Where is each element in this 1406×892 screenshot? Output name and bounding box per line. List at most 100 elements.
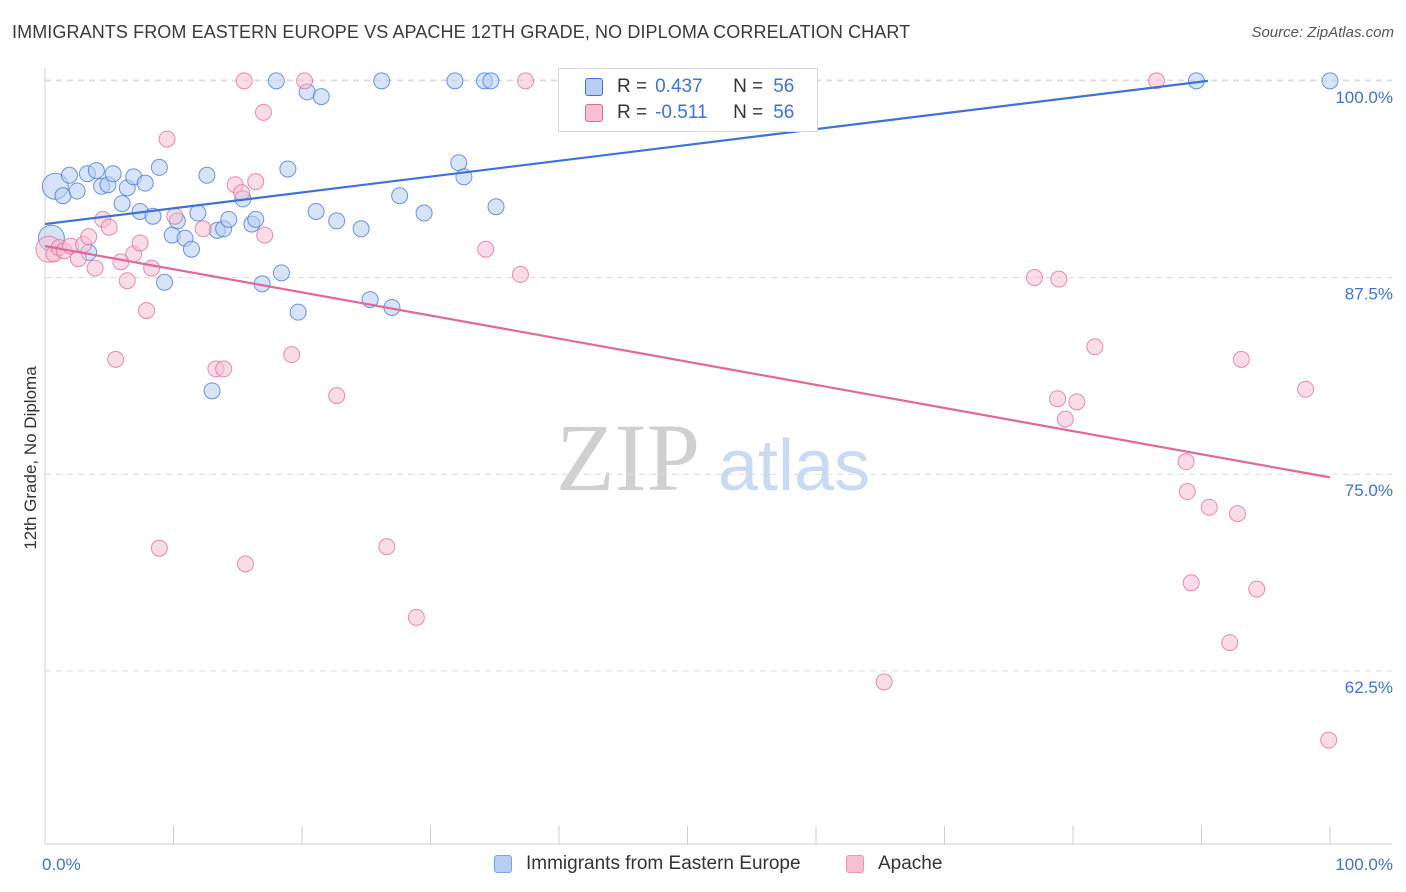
point-eastern-europe <box>482 72 500 90</box>
point-apache <box>1228 505 1246 523</box>
point-apache <box>296 72 314 90</box>
bottom-legend-swatch-pink <box>846 855 864 873</box>
point-eastern-europe <box>328 212 346 230</box>
point-eastern-europe <box>267 72 285 90</box>
point-eastern-europe <box>247 210 265 228</box>
point-apache <box>166 207 184 225</box>
point-eastern-europe <box>1321 72 1339 90</box>
y-tick-label: 87.5% <box>1345 285 1393 304</box>
point-eastern-europe <box>450 154 468 172</box>
legend-r-value-2: -0.511 <box>655 102 708 123</box>
point-eastern-europe <box>203 382 221 400</box>
point-apache <box>158 130 176 148</box>
point-eastern-europe <box>220 210 238 228</box>
legend-r-value-1: 0.437 <box>655 76 703 97</box>
point-eastern-europe <box>156 273 174 291</box>
point-eastern-europe <box>487 198 505 216</box>
legend-row-series2: R = -0.511 N = 56 <box>585 101 794 125</box>
point-eastern-europe <box>307 202 325 220</box>
point-apache <box>143 259 161 277</box>
point-apache <box>1248 580 1266 598</box>
point-eastern-europe <box>446 72 464 90</box>
point-apache <box>1320 731 1338 749</box>
y-tick-label: 62.5% <box>1345 678 1393 697</box>
point-apache <box>100 218 118 236</box>
point-apache <box>477 240 495 258</box>
point-apache <box>1025 269 1043 287</box>
point-eastern-europe <box>136 174 154 192</box>
trend-line-eastern-europe <box>44 79 1209 226</box>
point-eastern-europe <box>352 220 370 238</box>
axes: 62.5% 75.0% 87.5% 100.0% 0.0% 100.0% <box>42 68 1393 874</box>
point-eastern-europe <box>189 204 207 222</box>
bottom-legend-swatch-blue <box>494 855 512 873</box>
point-apache <box>80 228 98 246</box>
point-apache <box>247 173 265 191</box>
bottom-legend-series2: Apache <box>846 853 942 875</box>
point-eastern-europe <box>289 303 307 321</box>
point-eastern-europe <box>104 165 122 183</box>
x-tick-label: 0.0% <box>42 855 81 874</box>
point-apache <box>1068 393 1086 411</box>
point-apache <box>256 226 274 244</box>
point-eastern-europe <box>198 166 216 184</box>
bottom-legend-label-1: Immigrants from Eastern Europe <box>526 853 801 874</box>
point-eastern-europe <box>150 158 168 176</box>
legend-swatch-pink <box>585 104 603 122</box>
point-eastern-europe <box>391 187 409 205</box>
point-apache <box>107 350 125 368</box>
point-apache <box>254 103 272 121</box>
chart-title: IMMIGRANTS FROM EASTERN EUROPE VS APACHE… <box>12 22 911 42</box>
point-eastern-europe <box>54 187 72 205</box>
point-apache <box>235 72 253 90</box>
point-apache <box>118 272 136 290</box>
y-axis-label: 12th Grade, No Diploma <box>21 366 40 550</box>
point-apache <box>1178 483 1196 501</box>
source-label: Source: ZipAtlas.com <box>1251 24 1394 41</box>
legend-n-value-2: 56 <box>773 102 795 123</box>
legend-r-label-1: R = <box>617 76 648 97</box>
x-tick-label: 100.0% <box>1335 855 1393 874</box>
point-eastern-europe <box>415 204 433 222</box>
watermark-atlas: atlas <box>718 426 870 506</box>
point-eastern-europe <box>60 166 78 184</box>
point-apache <box>511 265 529 283</box>
point-apache <box>283 346 301 364</box>
point-apache <box>1050 270 1068 288</box>
point-eastern-europe <box>373 72 391 90</box>
point-apache <box>1148 72 1166 90</box>
point-apache <box>875 673 893 691</box>
point-apache <box>236 555 254 573</box>
legend-n-value-1: 56 <box>773 76 795 97</box>
point-apache <box>1200 498 1218 516</box>
trend-lines <box>44 79 1331 479</box>
point-apache <box>1182 574 1200 592</box>
point-apache <box>150 539 168 557</box>
point-eastern-europe <box>279 160 297 178</box>
point-apache <box>517 72 535 90</box>
point-eastern-europe <box>312 88 330 106</box>
point-apache <box>407 608 425 626</box>
data-points <box>35 72 1339 749</box>
legend-row-series1: R = 0.437 N = 56 <box>585 75 794 99</box>
point-apache <box>1049 390 1067 408</box>
point-apache <box>194 220 212 238</box>
legend-n-label-1: N = <box>733 76 764 97</box>
point-apache <box>215 360 233 378</box>
point-apache <box>1056 410 1074 428</box>
point-apache <box>1221 634 1239 652</box>
point-eastern-europe <box>272 264 290 282</box>
y-tick-label: 100.0% <box>1335 88 1393 107</box>
watermark-zip: ZIP <box>556 404 700 511</box>
y-tick-label: 75.0% <box>1345 481 1393 500</box>
point-eastern-europe <box>113 195 131 213</box>
point-apache <box>138 302 156 320</box>
point-apache <box>1232 350 1250 368</box>
point-apache <box>1177 453 1195 471</box>
point-eastern-europe <box>182 240 200 258</box>
point-apache <box>1086 338 1104 356</box>
bottom-legend-label-2: Apache <box>878 853 943 874</box>
point-eastern-europe <box>87 162 105 180</box>
point-eastern-europe <box>68 182 86 200</box>
point-apache <box>378 538 396 556</box>
